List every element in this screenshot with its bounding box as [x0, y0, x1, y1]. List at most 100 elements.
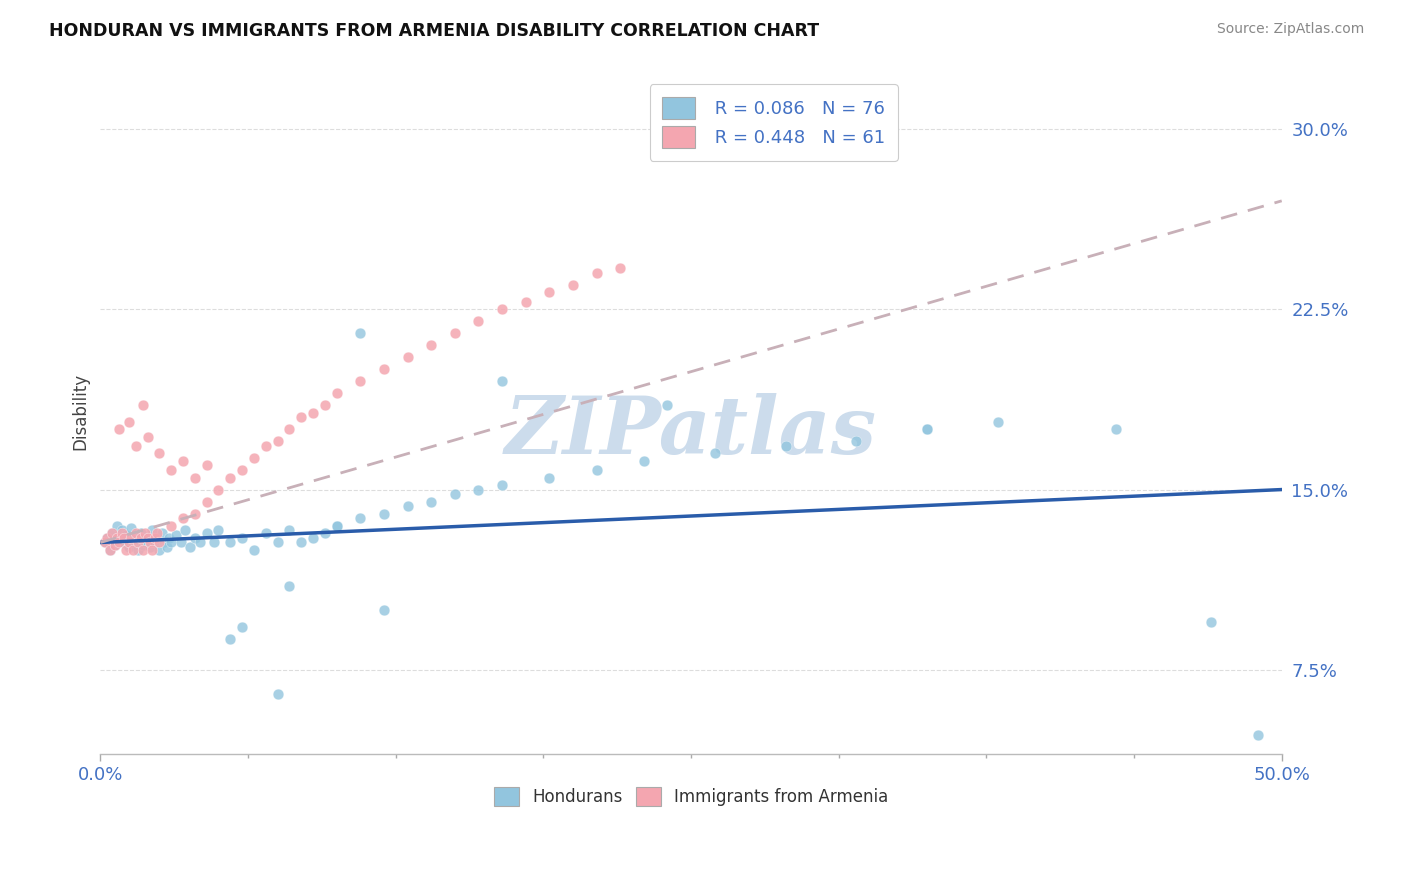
Point — [127, 542, 149, 557]
Point — [349, 511, 371, 525]
Point — [231, 463, 253, 477]
Point — [314, 525, 336, 540]
Point — [1199, 615, 1222, 629]
Point — [160, 518, 183, 533]
Point — [146, 525, 169, 540]
Point — [266, 687, 288, 701]
Point — [443, 487, 465, 501]
Point — [110, 525, 132, 540]
Y-axis label: Disability: Disability — [72, 373, 89, 450]
Point — [538, 285, 561, 300]
Point — [96, 531, 118, 545]
Point — [115, 528, 138, 542]
Point — [278, 524, 301, 538]
Point — [609, 261, 631, 276]
Point — [125, 439, 148, 453]
Point — [266, 434, 288, 449]
Point — [122, 542, 145, 557]
Point — [420, 494, 443, 508]
Text: Source: ZipAtlas.com: Source: ZipAtlas.com — [1216, 22, 1364, 37]
Point — [160, 535, 183, 549]
Point — [110, 524, 132, 538]
Point — [136, 429, 159, 443]
Point — [184, 531, 207, 545]
Point — [172, 511, 194, 525]
Point — [174, 524, 197, 538]
Point — [112, 531, 135, 545]
Point — [179, 541, 201, 555]
Point — [139, 535, 162, 549]
Point — [184, 507, 207, 521]
Point — [103, 538, 125, 552]
Point — [94, 535, 117, 549]
Point — [132, 398, 155, 412]
Point — [148, 446, 170, 460]
Point — [195, 525, 218, 540]
Point — [122, 535, 145, 549]
Point — [219, 632, 242, 646]
Point — [108, 533, 131, 547]
Point — [105, 518, 128, 533]
Point — [373, 362, 395, 376]
Point — [538, 470, 561, 484]
Point — [132, 538, 155, 552]
Point — [290, 410, 312, 425]
Point — [98, 542, 121, 557]
Point — [150, 525, 173, 540]
Point — [155, 541, 177, 555]
Point — [467, 314, 489, 328]
Point — [157, 531, 180, 545]
Point — [207, 483, 229, 497]
Point — [170, 535, 193, 549]
Point — [467, 483, 489, 497]
Point — [396, 500, 419, 514]
Point — [127, 535, 149, 549]
Point — [657, 398, 679, 412]
Point — [118, 535, 141, 549]
Point — [125, 525, 148, 540]
Point — [775, 439, 797, 453]
Point — [134, 525, 156, 540]
Point — [146, 531, 169, 545]
Text: ZIPatlas: ZIPatlas — [505, 393, 877, 471]
Point — [143, 531, 166, 545]
Point — [136, 531, 159, 545]
Point — [396, 350, 419, 364]
Point — [917, 422, 939, 436]
Legend: Hondurans, Immigrants from Armenia: Hondurans, Immigrants from Armenia — [485, 779, 897, 814]
Point — [278, 579, 301, 593]
Point — [96, 531, 118, 545]
Point — [373, 603, 395, 617]
Point — [120, 521, 142, 535]
Point — [917, 422, 939, 436]
Point — [1105, 422, 1128, 436]
Point — [373, 507, 395, 521]
Point — [160, 463, 183, 477]
Point — [349, 326, 371, 341]
Point — [139, 541, 162, 555]
Point — [278, 422, 301, 436]
Point — [302, 531, 325, 545]
Point — [325, 518, 347, 533]
Point — [143, 535, 166, 549]
Point — [703, 446, 725, 460]
Point — [325, 518, 347, 533]
Point — [515, 294, 537, 309]
Point — [184, 470, 207, 484]
Point — [136, 531, 159, 545]
Point — [420, 338, 443, 352]
Point — [108, 535, 131, 549]
Point — [254, 525, 277, 540]
Point — [243, 451, 266, 466]
Point — [195, 494, 218, 508]
Point — [101, 525, 124, 540]
Point — [202, 535, 225, 549]
Point — [115, 542, 138, 557]
Point — [585, 266, 607, 280]
Point — [231, 620, 253, 634]
Point — [302, 406, 325, 420]
Point — [254, 439, 277, 453]
Point — [165, 528, 187, 542]
Point — [231, 531, 253, 545]
Point — [105, 531, 128, 545]
